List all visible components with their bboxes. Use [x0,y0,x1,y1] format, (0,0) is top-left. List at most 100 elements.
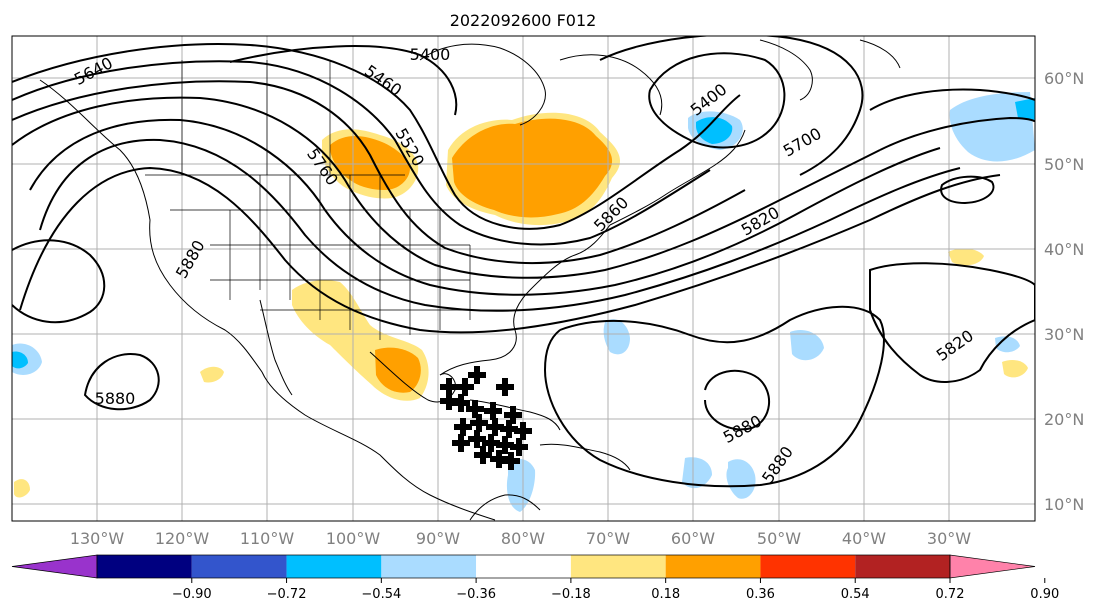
tc-marker [474,446,492,464]
anomaly-region-mexico [200,366,224,383]
colorbar-tick-label: 0.54 [841,587,870,602]
tc-marker [514,422,532,440]
lat-label: 40°N [1044,240,1084,259]
colorbar-segment [476,555,571,578]
lon-label: 40°W [842,529,886,548]
lon-label: 100°W [326,529,381,548]
contour-5880-subtropical-high [704,369,771,431]
tc-marker [502,452,520,470]
anomaly-negative-shading [12,92,1035,512]
tc-marker [504,406,522,424]
colorbar-tick-label: −0.90 [172,587,212,602]
colorbar-segment [855,555,950,578]
tc-marker [482,434,500,452]
tc-marker [468,430,486,448]
tc-marker [456,378,474,396]
map-frame [11,35,1036,522]
lat-label: 60°N [1044,69,1084,88]
anomaly-region-east-atlantic-blue [995,336,1020,353]
lon-label: 110°W [240,529,295,548]
contour-5760-north [869,88,1035,111]
colorbar-segment [286,555,382,578]
lon-label: 130°W [70,529,125,548]
tc-marker [452,434,470,452]
contour-5400-west [229,45,458,116]
colorbar-tick-label: 0.36 [746,587,775,602]
contour-5640-greenland [599,36,864,176]
anomaly-region-pacific-west-core [12,351,28,369]
colorbar-segment [665,555,761,578]
colorbar-extend-high [949,554,1036,579]
contour-5880-mexico [83,353,160,411]
map-area: 5400 5460 5520 5640 5760 5880 5400 5700 … [12,36,1035,521]
colorbar-segment [570,555,666,578]
contour-5460 [12,43,741,230]
lon-label: 80°W [501,529,545,548]
contour-label: 5880 [95,389,136,408]
longitude-labels: 130°W 120°W 110°W 100°W 90°W 80°W 70°W 6… [70,529,971,548]
colorbar: −0.90 −0.72 −0.54 −0.36 −0.18 0.18 0.36 0.54 0.7… [11,554,1059,602]
colorbar-tick-label: 0.18 [651,587,680,602]
lon-label: 70°W [586,529,630,548]
anomaly-region-pacific [14,479,30,498]
anomaly-region-iceland [949,92,1035,162]
anomaly-region-hudson-bay-core [452,118,613,218]
contour-5880-pacific [12,239,106,324]
anomaly-region-central-atlantic [603,319,630,355]
tc-marker [440,392,458,410]
colorbar-segment [760,555,856,578]
contour-5880-east-closed [940,175,995,205]
anomaly-region-mid-atlantic [790,329,824,361]
tc-marker [470,414,488,432]
tc-marker [484,402,502,420]
contour-5700-high [879,116,1035,151]
tc-marker [490,450,508,468]
anomaly-region-texas-core [375,347,421,393]
contour-5880-atlantic [543,305,885,488]
anomaly-region-iceland-core [1015,98,1035,120]
latitude-labels: 10°N 20°N 30°N 40°N 50°N 60°N [1044,69,1084,514]
lon-label: 50°W [757,529,801,548]
tc-marker [500,420,518,438]
colorbar-tick-label: −0.36 [456,587,496,602]
lat-label: 50°N [1044,155,1084,174]
tc-marker [452,394,470,412]
contour-5760 [39,138,961,312]
tc-marker [466,400,484,418]
contour-5580 [12,80,746,265]
tc-marker [468,366,486,384]
contour-5820 [19,166,1001,334]
lon-label: 60°W [671,529,715,548]
colorbar-tick-label: −0.72 [267,587,307,602]
tc-marker [440,378,458,396]
colorbar-extend-low [11,554,98,579]
colorbar-tick-label: 0.90 [1030,587,1059,602]
colorbar-segment [97,555,192,578]
colorbar-tick-label: −0.18 [551,587,591,602]
coastlines [39,39,901,521]
lat-label: 30°N [1044,325,1084,344]
height-contours [12,36,1035,488]
tc-marker [454,418,472,436]
lat-label: 10°N [1044,495,1084,514]
colorbar-frame [96,554,951,579]
contour-5400-labrador [648,52,786,149]
anomaly-region-atlantic [948,248,984,266]
contour-5520 [12,60,711,246]
tc-marker [510,438,528,456]
tc-markers [440,366,532,470]
tc-marker [486,418,504,436]
colorbar-segment [191,555,287,578]
anomaly-region-lesser-antilles [726,459,756,499]
colorbar-tick-label: 0.72 [936,587,965,602]
tc-marker [496,436,514,454]
anomaly-region-east-atlantic [1002,360,1028,378]
contour-5820-east [869,262,1035,383]
contour-5700 [29,118,941,296]
lon-label: 120°W [155,529,210,548]
contour-5640 [12,96,881,279]
map-title: 2022092600 F012 [450,11,597,30]
anomaly-region-labrador-core [696,117,733,144]
lon-label: 90°W [416,529,460,548]
